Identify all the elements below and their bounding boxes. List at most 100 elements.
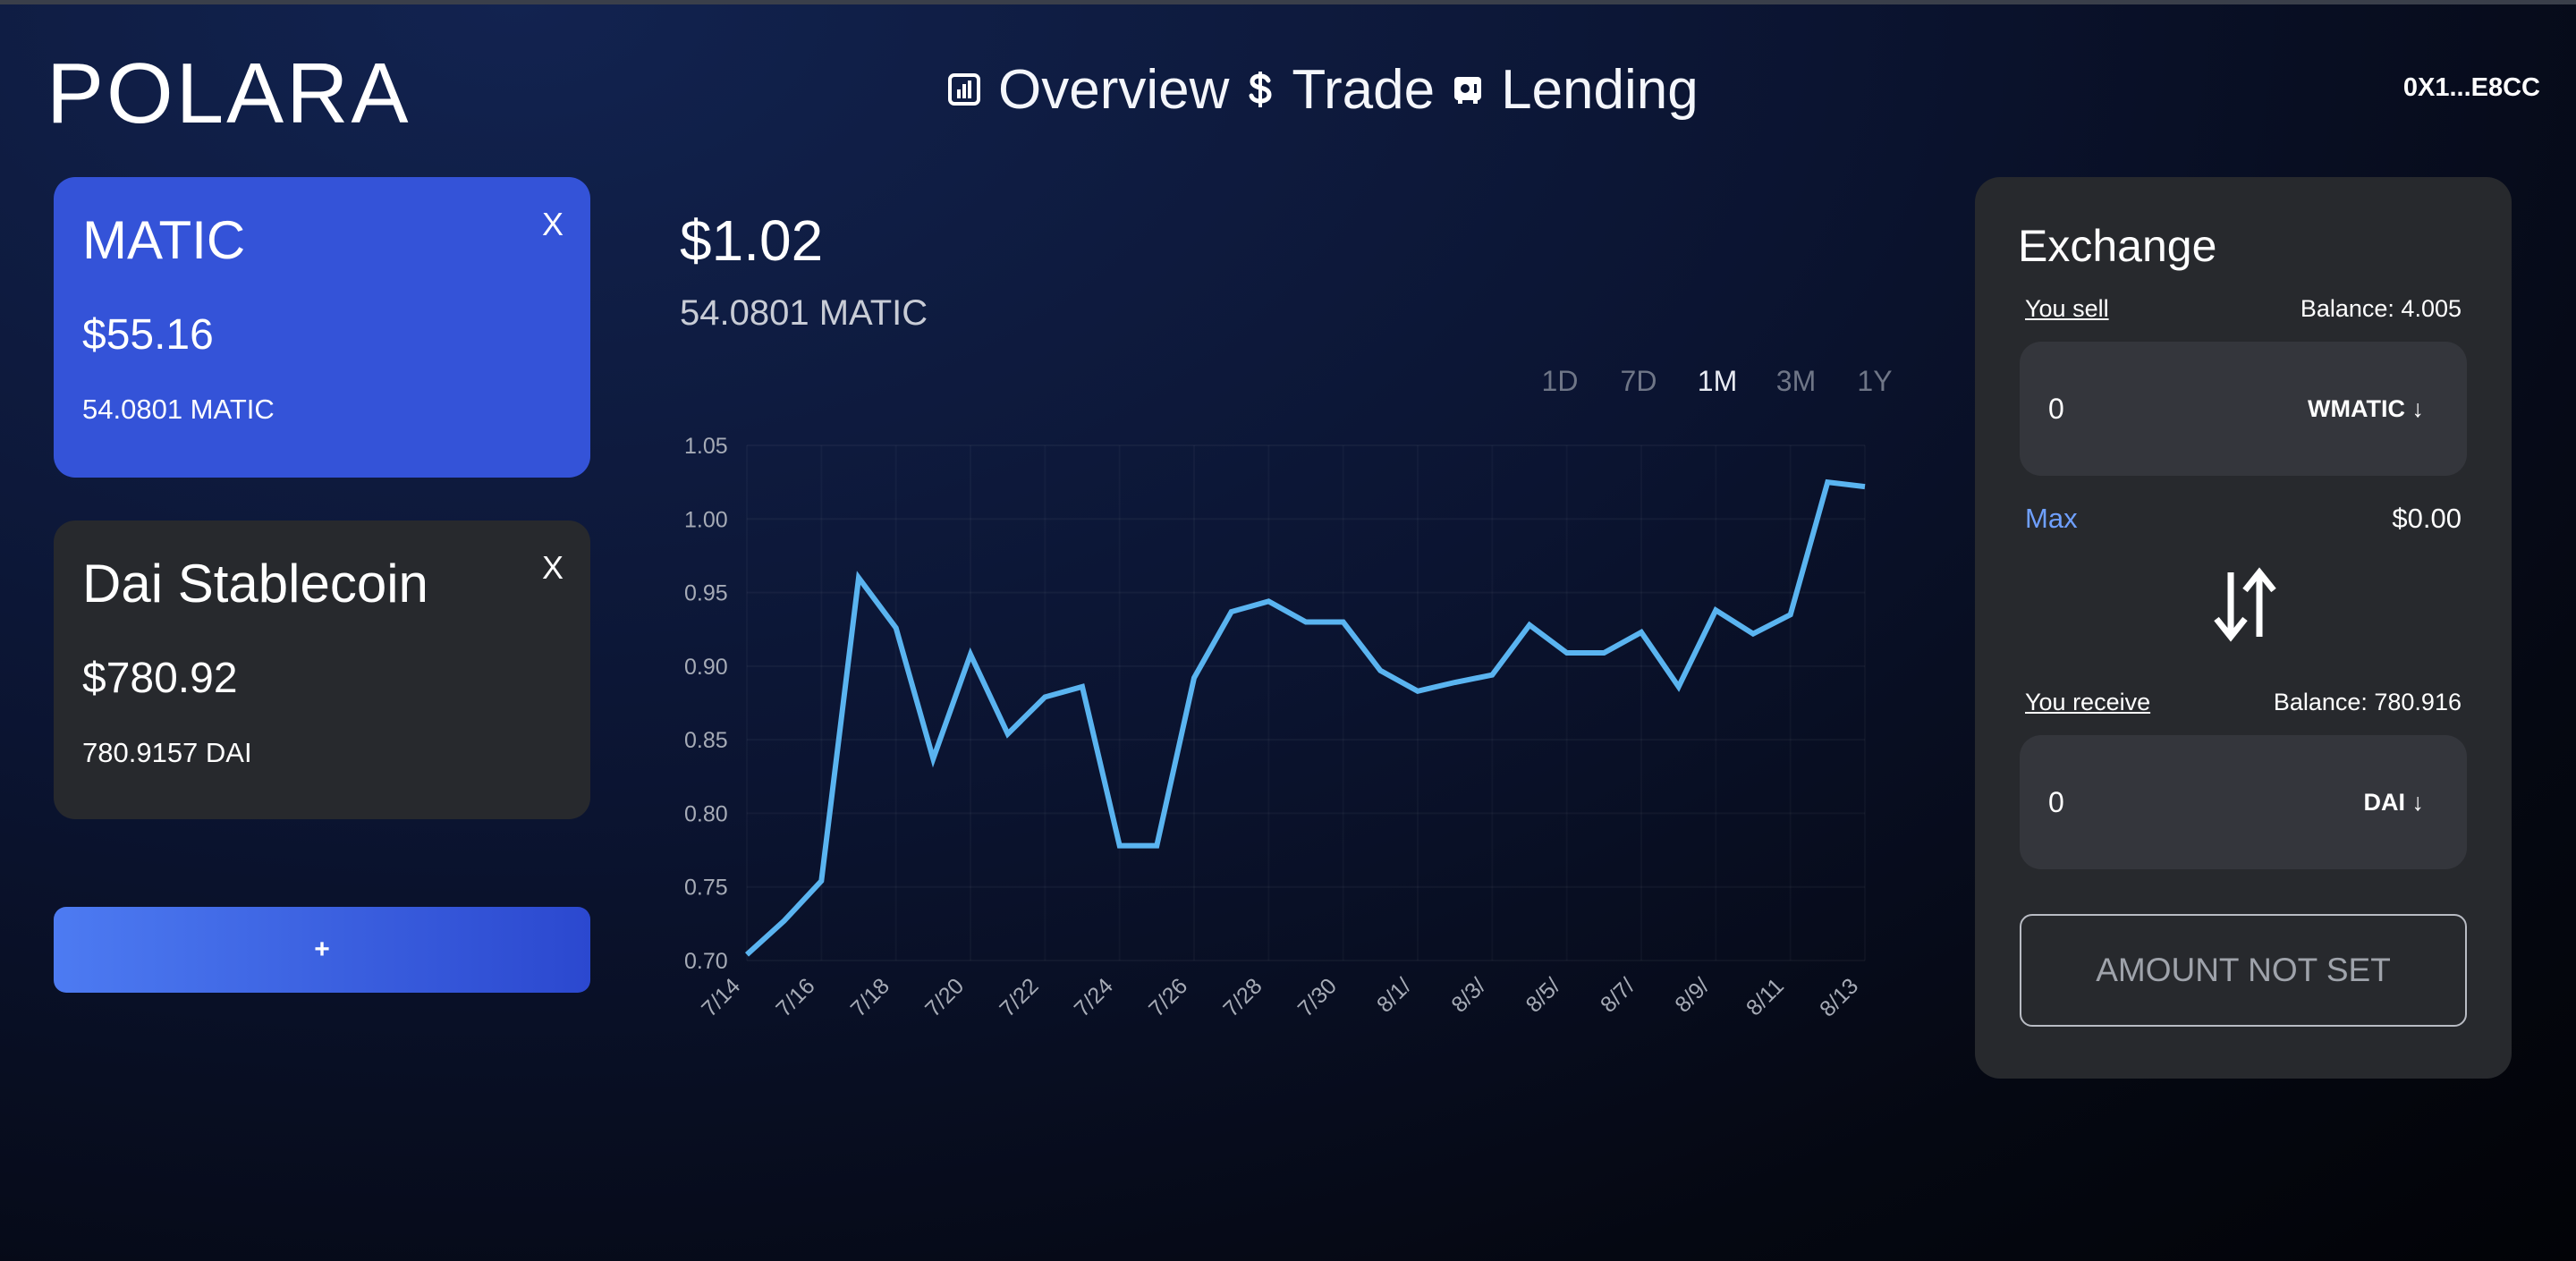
data-point[interactable] [1527, 622, 1532, 628]
remove-token-button[interactable]: X [541, 206, 564, 242]
x-tick-label: 7/20 [920, 973, 969, 1021]
dollar-icon [1247, 70, 1274, 109]
data-point[interactable] [856, 575, 861, 580]
receive-amount-value[interactable]: 0 [2048, 785, 2064, 818]
x-tick-label: 7/18 [846, 973, 894, 1021]
x-tick-label: 8/13 [1815, 973, 1863, 1021]
nav-overview-label: Overview [998, 58, 1230, 121]
y-tick-label: 0.85 [684, 728, 728, 753]
x-tick-label: 7/26 [1144, 973, 1192, 1021]
y-tick-label: 1.00 [684, 507, 728, 532]
data-point[interactable] [1453, 680, 1458, 685]
max-button[interactable]: Max [2025, 503, 2078, 534]
token-value: $55.16 [82, 311, 214, 359]
data-point[interactable] [1713, 607, 1718, 613]
data-point[interactable] [1676, 684, 1682, 690]
range-1y[interactable]: 1Y [1857, 365, 1893, 397]
current-price: $1.02 [680, 208, 824, 273]
x-tick-label: 8/1/ [1372, 973, 1416, 1017]
x-tick-label: 7/28 [1218, 973, 1267, 1021]
main-nav: Overview Trade Lending [948, 54, 1699, 125]
price-chart[interactable]: 0.70 0.75 0.80 0.85 0.90 0.95 1.00 1.05 7/14 7/1… [671, 420, 1905, 1046]
data-point[interactable] [1303, 619, 1309, 624]
wallet-address[interactable]: 0X1...E8CC [2402, 73, 2540, 102]
data-point[interactable] [1191, 675, 1197, 681]
x-tick-label: 8/3/ [1446, 973, 1490, 1017]
range-selector: 1D 7D 1M 3M 1Y [1521, 365, 1914, 398]
data-point[interactable] [1266, 598, 1271, 604]
x-tick-label: 8/9/ [1670, 973, 1714, 1017]
exchange-panel: Exchange You sell Balance: 4.005 0 WMATI… [1975, 177, 2512, 1079]
data-point[interactable] [1154, 843, 1159, 849]
data-point[interactable] [1229, 609, 1234, 614]
data-point[interactable] [968, 652, 973, 657]
x-tick-label: 7/24 [1070, 973, 1118, 1021]
safe-icon [1453, 72, 1483, 107]
data-point[interactable] [1639, 630, 1644, 635]
sell-balance: Balance: 4.005 [2300, 295, 2462, 322]
y-tick-label: 0.75 [684, 876, 728, 901]
swap-direction-icon[interactable] [2209, 567, 2281, 646]
you-receive-label[interactable]: You receive [2025, 689, 2151, 715]
nav-trade-label: Trade [1292, 58, 1436, 121]
range-1m[interactable]: 1M [1697, 365, 1738, 397]
data-point[interactable] [1415, 689, 1420, 694]
data-point[interactable] [1788, 612, 1793, 617]
x-tick-label: 7/30 [1293, 973, 1342, 1021]
sell-token-select[interactable]: WMATIC ↓ [2308, 394, 2424, 422]
holding-amount: 54.0801 MATIC [680, 293, 928, 333]
range-1d[interactable]: 1D [1541, 365, 1579, 397]
y-tick-label: 0.80 [684, 801, 728, 826]
add-token-button[interactable]: + [54, 907, 590, 993]
usd-value: $0.00 [2392, 503, 2462, 534]
exchange-title: Exchange [2018, 221, 2217, 271]
you-sell-label[interactable]: You sell [2025, 295, 2109, 322]
remove-token-button[interactable]: X [541, 549, 564, 586]
price-series-line[interactable] [744, 478, 1866, 957]
data-point[interactable] [1341, 619, 1346, 624]
x-tick-label: 7/16 [771, 973, 819, 1021]
sell-amount-value[interactable]: 0 [2048, 392, 2064, 425]
data-point[interactable] [744, 952, 750, 957]
sell-amount-field[interactable]: 0 WMATIC ↓ [2020, 342, 2467, 476]
data-point[interactable] [1117, 843, 1123, 849]
data-point[interactable] [1825, 479, 1830, 485]
token-name: MATIC [82, 210, 246, 270]
chart-icon [948, 72, 980, 107]
token-card-matic[interactable]: MATIC X $55.16 54.0801 MATIC [54, 177, 590, 478]
data-point[interactable] [1005, 732, 1011, 737]
x-tick-label: 7/14 [697, 973, 745, 1021]
window-top-border [0, 0, 2576, 4]
swap-submit-button[interactable]: AMOUNT NOT SET [2020, 914, 2467, 1027]
data-point[interactable] [1601, 650, 1606, 656]
nav-overview[interactable]: Overview [948, 58, 1229, 122]
data-point[interactable] [1564, 650, 1570, 656]
token-value: $780.92 [82, 655, 238, 702]
token-name: Dai Stablecoin [82, 554, 428, 614]
data-point[interactable] [894, 625, 899, 630]
receive-balance: Balance: 780.916 [2273, 689, 2462, 715]
data-point[interactable] [1377, 668, 1383, 673]
app-logo[interactable]: POLARA [47, 46, 411, 141]
data-point[interactable] [1042, 694, 1047, 699]
token-card-dai[interactable]: Dai Stablecoin X $780.92 780.9157 DAI [54, 520, 590, 819]
receive-token-select[interactable]: DAI ↓ [2363, 788, 2425, 816]
data-point[interactable] [818, 878, 824, 884]
data-point[interactable] [1080, 684, 1085, 690]
y-tick-label: 0.95 [684, 581, 728, 606]
token-amount: 780.9157 DAI [82, 737, 252, 768]
nav-lending[interactable]: Lending [1453, 58, 1699, 122]
data-point[interactable] [1862, 484, 1868, 489]
receive-amount-field[interactable]: 0 DAI ↓ [2020, 735, 2467, 869]
y-tick-label: 0.70 [684, 949, 728, 974]
data-point[interactable] [1750, 631, 1756, 637]
x-tick-label: 8/11 [1741, 973, 1789, 1020]
range-3m[interactable]: 3M [1775, 365, 1817, 397]
x-tick-label: 8/7/ [1596, 973, 1640, 1017]
y-tick-label: 1.05 [684, 434, 728, 459]
data-point[interactable] [930, 757, 936, 762]
data-point[interactable] [782, 918, 787, 924]
nav-trade[interactable]: Trade [1247, 58, 1435, 122]
data-point[interactable] [1489, 673, 1495, 678]
range-7d[interactable]: 7D [1620, 365, 1657, 397]
